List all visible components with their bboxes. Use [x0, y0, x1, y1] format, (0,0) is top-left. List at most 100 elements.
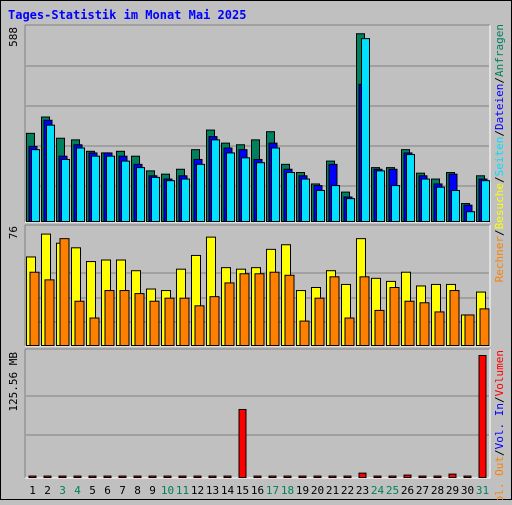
bar-seiten-day-27 — [421, 178, 430, 223]
bar-seiten-day-30 — [466, 211, 475, 223]
bar-rechner-day-18 — [284, 274, 295, 346]
bar-seiten-day-9 — [151, 176, 160, 222]
legend-entry: Dateien — [493, 84, 506, 130]
bar-seiten-day-1 — [31, 149, 40, 222]
bar-rechner-day-19 — [299, 320, 310, 347]
bar-rechner-day-23 — [359, 276, 370, 347]
bar-seiten-day-22 — [346, 198, 355, 222]
legend-separator: / — [493, 77, 506, 84]
bar-seiten-day-14 — [226, 152, 235, 222]
bar-volumen-day-11 — [178, 475, 187, 479]
bar-rechner-day-24 — [374, 309, 385, 347]
bar-rechner-day-30 — [464, 314, 475, 347]
bar-seiten-day-5 — [91, 155, 100, 222]
legend-entry: Anfragen — [493, 24, 506, 77]
x-tick-label-day-1: 1 — [29, 484, 36, 497]
bar-rechner-day-14 — [224, 282, 235, 346]
bar-rechner-day-12 — [194, 305, 205, 347]
bar-volumen-day-17 — [268, 475, 277, 479]
bar-seiten-day-25 — [391, 185, 400, 222]
x-tick-label-day-21: 21 — [326, 484, 339, 497]
bar-seiten-day-18 — [286, 172, 295, 222]
bar-volumen-day-14 — [223, 475, 232, 479]
x-tick-label-day-3: 3 — [59, 484, 66, 497]
bar-volumen-day-9 — [148, 475, 157, 479]
bar-volumen-day-22 — [343, 475, 352, 479]
bar-rechner-day-8 — [134, 293, 145, 346]
bar-seiten-day-12 — [196, 163, 205, 223]
bar-volumen-day-5 — [88, 475, 97, 479]
bar-seiten-day-29 — [451, 189, 460, 223]
legend-separator: / — [493, 130, 506, 137]
bar-volumen-day-2 — [43, 475, 52, 479]
y-max-label-panel-3: 125.56 MB — [7, 352, 20, 412]
legend-entry: Vol. In — [493, 403, 506, 449]
legend-panel-2: Vol. Out/Vol. In/Volumen — [493, 350, 506, 500]
bar-seiten-day-28 — [436, 186, 445, 222]
bar-volumen-day-3 — [58, 475, 67, 479]
bar-volumen-day-27 — [418, 475, 427, 479]
legend-entry: Volumen — [493, 350, 506, 396]
bar-seiten-day-8 — [136, 167, 145, 223]
bar-rechner-day-2 — [44, 279, 55, 346]
bar-seiten-day-6 — [106, 155, 115, 222]
x-tick-label-day-31: 31 — [476, 484, 489, 497]
x-tick-label-day-24: 24 — [371, 484, 385, 497]
bar-seiten-day-7 — [121, 160, 130, 223]
legend-entry: Rechner — [493, 236, 506, 283]
bar-rechner-day-4 — [74, 300, 85, 347]
bar-volumen-day-15 — [238, 408, 247, 478]
bar-rechner-day-11 — [179, 297, 190, 346]
bar-rechner-day-9 — [149, 300, 160, 347]
bar-volumen-day-29 — [448, 473, 457, 479]
bar-volumen-day-23 — [358, 472, 367, 479]
bar-seiten-day-24 — [376, 170, 385, 222]
legend-entry: Seiten — [493, 137, 506, 177]
bar-rechner-day-27 — [419, 302, 430, 346]
bar-volumen-day-26 — [403, 474, 412, 479]
bar-seiten-day-16 — [256, 162, 265, 222]
bar-volumen-day-8 — [133, 475, 142, 479]
x-tick-label-day-13: 13 — [206, 484, 219, 497]
bar-volumen-day-13 — [208, 475, 217, 479]
x-tick-label-day-10: 10 — [161, 484, 174, 497]
bar-seiten-day-17 — [271, 147, 280, 222]
bar-seiten-day-31 — [481, 180, 490, 222]
bar-volumen-day-18 — [283, 475, 292, 479]
x-tick-label-day-7: 7 — [119, 484, 126, 497]
bar-volumen-day-21 — [328, 475, 337, 479]
x-tick-label-day-29: 29 — [446, 484, 459, 497]
bar-volumen-day-24 — [373, 475, 382, 479]
legend-separator: / — [493, 449, 506, 456]
bar-rechner-day-29 — [449, 290, 460, 347]
x-tick-label-day-18: 18 — [281, 484, 294, 497]
bar-rechner-day-20 — [314, 297, 325, 346]
bar-volumen-day-4 — [73, 475, 82, 479]
bar-rechner-day-16 — [254, 273, 265, 346]
x-tick-label-day-12: 12 — [191, 484, 204, 497]
x-tick-label-day-11: 11 — [176, 484, 189, 497]
bar-volumen-day-7 — [118, 475, 127, 479]
legend-separator: / — [493, 396, 506, 403]
bar-volumen-day-31 — [478, 355, 487, 478]
legend-entry: Vol. Out — [493, 456, 506, 500]
x-tick-label-day-19: 19 — [296, 484, 309, 497]
bar-rechner-day-31 — [479, 308, 490, 346]
bar-volumen-day-28 — [433, 475, 442, 479]
x-tick-label-day-6: 6 — [104, 484, 111, 497]
bar-volumen-day-19 — [298, 475, 307, 479]
bar-rechner-day-13 — [209, 296, 220, 347]
chart-panel-3 — [25, 349, 490, 478]
bar-seiten-day-3 — [61, 158, 70, 222]
bar-seiten-day-23 — [361, 38, 370, 223]
bar-rechner-day-26 — [404, 300, 415, 347]
bar-volumen-day-16 — [253, 475, 262, 479]
x-tick-label-day-16: 16 — [251, 484, 264, 497]
x-tick-label-day-5: 5 — [89, 484, 96, 497]
x-tick-label-day-17: 17 — [266, 484, 279, 497]
bar-volumen-day-1 — [28, 475, 37, 479]
x-tick-label-day-15: 15 — [236, 484, 249, 497]
x-tick-label-day-30: 30 — [461, 484, 474, 497]
bar-rechner-day-10 — [164, 297, 175, 346]
bar-seiten-day-2 — [46, 124, 55, 222]
